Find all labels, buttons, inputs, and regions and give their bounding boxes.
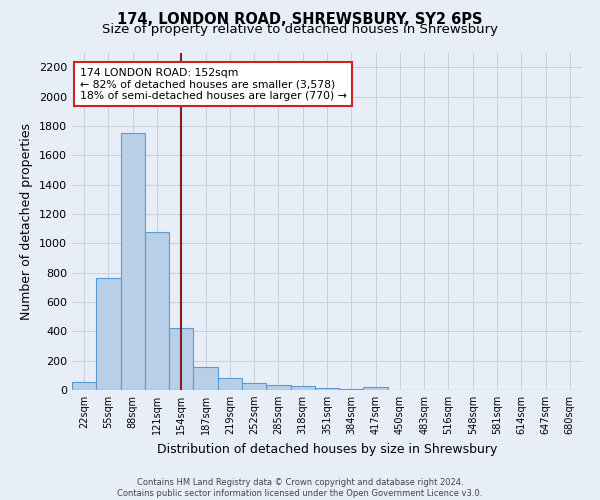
Text: Contains HM Land Registry data © Crown copyright and database right 2024.
Contai: Contains HM Land Registry data © Crown c… [118,478,482,498]
X-axis label: Distribution of detached houses by size in Shrewsbury: Distribution of detached houses by size … [157,442,497,456]
Y-axis label: Number of detached properties: Number of detached properties [20,122,34,320]
Bar [72,382,96,390]
Text: 174 LONDON ROAD: 152sqm
← 82% of detached houses are smaller (3,578)
18% of semi: 174 LONDON ROAD: 152sqm ← 82% of detache… [80,68,347,101]
Bar [218,378,242,390]
Bar [364,387,388,390]
Bar [145,232,169,390]
Text: Size of property relative to detached houses in Shrewsbury: Size of property relative to detached ho… [102,22,498,36]
Text: 174, LONDON ROAD, SHREWSBURY, SY2 6PS: 174, LONDON ROAD, SHREWSBURY, SY2 6PS [117,12,483,28]
Bar [266,385,290,390]
Bar [96,278,121,390]
Bar [193,368,218,390]
Bar [242,384,266,390]
Bar [315,388,339,390]
Bar [169,328,193,390]
Bar [121,133,145,390]
Bar [290,386,315,390]
Bar [339,388,364,390]
